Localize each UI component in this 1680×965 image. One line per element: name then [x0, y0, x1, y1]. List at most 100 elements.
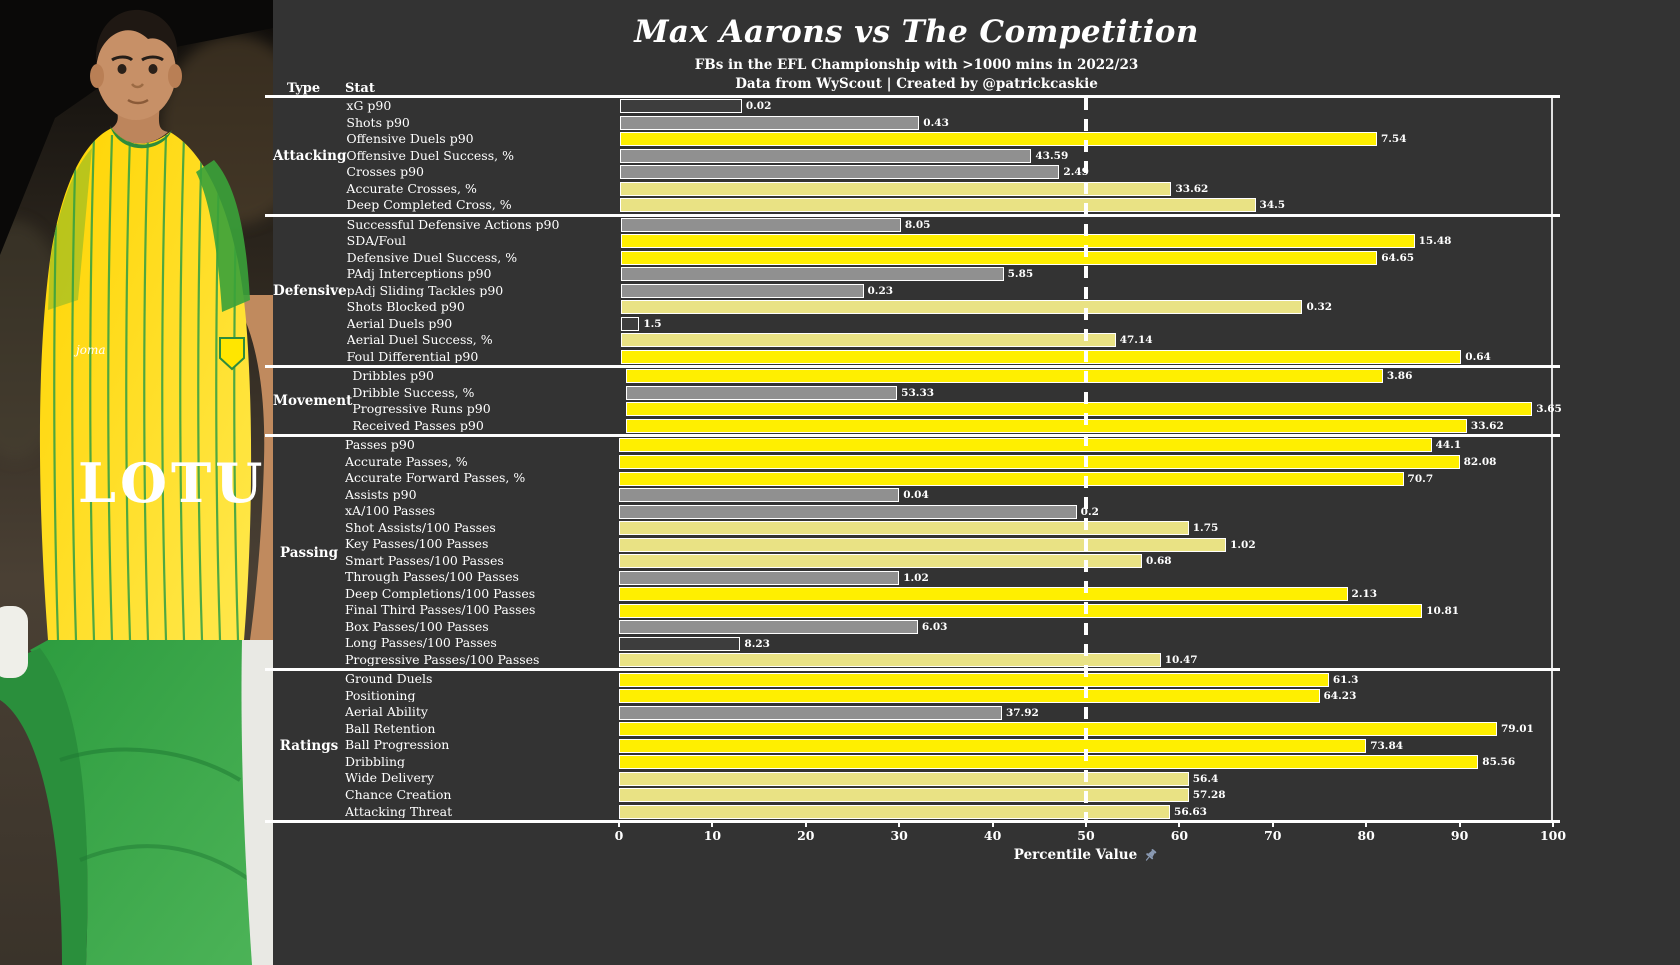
- bar-track: 0.68: [619, 553, 1553, 570]
- bar-track: 1.02: [619, 569, 1553, 586]
- percentile-bar: [620, 148, 1032, 163]
- axis-tick-label: 100: [1539, 828, 1567, 843]
- stat-row: Aerial Duel Success, % 47.14: [347, 332, 1560, 349]
- percentile-bar: [626, 369, 1383, 384]
- axis-tick-label: 90: [1450, 828, 1469, 843]
- percentile-bar: [619, 636, 741, 651]
- bar-track: 0.64: [620, 349, 1555, 366]
- axis-tick-label: 0: [614, 828, 624, 843]
- stat-row: xA/100 Passes 0.2: [345, 503, 1560, 520]
- percentile-bar: [619, 438, 1432, 453]
- stat-row: Shots Blocked p90 0.32: [347, 299, 1560, 316]
- percentile-bar: [619, 587, 1348, 602]
- stat-label: Ground Duels: [345, 673, 433, 686]
- value-label: 0.32: [1306, 301, 1333, 314]
- stat-row: Assists p90 0.04: [345, 487, 1560, 504]
- stat-row: Accurate Passes, % 82.08: [345, 454, 1560, 471]
- stat-label: Chance Creation: [345, 789, 452, 802]
- stat-row: Deep Completions/100 Passes 2.13: [345, 586, 1560, 603]
- section-divider: [265, 365, 1560, 369]
- stat-row: Final Third Passes/100 Passes 10.81: [345, 602, 1560, 619]
- axis-tick: [1271, 823, 1274, 827]
- bar-track: 0.2: [619, 503, 1553, 520]
- shorts: [30, 640, 273, 965]
- stat-row: Dribbling 85.56: [345, 754, 1560, 771]
- plot-right-border: [1551, 98, 1553, 820]
- value-label: 79.01: [1500, 723, 1534, 736]
- stat-row: Dribble Success, % 53.33: [352, 385, 1560, 402]
- stat-row: Chance Creation 57.28: [345, 787, 1560, 804]
- axis-tick-label: 20: [797, 828, 815, 843]
- section-rows: Passes p90 44.1 Accurate Passes, % 82.08 Acc…: [345, 437, 1560, 668]
- value-label: 56.4: [1192, 772, 1219, 785]
- shorts-white-panel: [241, 640, 273, 965]
- stat-label: Progressive Runs p90: [352, 403, 491, 416]
- bar-track: 33.62: [626, 418, 1560, 435]
- percentile-bar: [620, 283, 864, 298]
- bar-track: 47.14: [620, 332, 1555, 349]
- bar-track: 70.7: [619, 470, 1553, 487]
- collar: [110, 126, 172, 149]
- percentile-bar: [620, 267, 1004, 282]
- stat-label: Received Passes p90: [352, 419, 484, 433]
- chart-panel: Max Aarons vs The Competition FBs in the…: [265, 0, 1680, 965]
- percentile-bar: [620, 250, 1378, 265]
- stat-label: pAdj Sliding Tackles p90: [346, 284, 504, 298]
- stat-row: SDA/Foul 15.48: [347, 233, 1560, 250]
- stat-label: Dribbles p90: [352, 370, 435, 383]
- axis-tick-label: 70: [1264, 828, 1282, 843]
- bar-track: 73.84: [619, 737, 1553, 754]
- percentile-bar: [619, 755, 1479, 770]
- bar-track: 8.23: [619, 635, 1553, 652]
- value-label: 73.84: [1370, 739, 1404, 752]
- percentile-bar: [620, 217, 901, 232]
- value-label: 3.86: [1386, 370, 1413, 383]
- percentile-bar: [626, 418, 1467, 433]
- value-label: 70.7: [1407, 472, 1434, 485]
- axis-tick: [898, 823, 901, 827]
- section-movement: Movement Dribbles p90 3.86 Dribble Success,…: [273, 368, 1562, 435]
- value-label: 1.02: [1230, 538, 1256, 551]
- player-head: [90, 9, 182, 120]
- stat-label: Final Third Passes/100 Passes: [345, 604, 536, 617]
- value-label: 10.47: [1164, 654, 1198, 667]
- bar-track: 10.47: [619, 652, 1553, 669]
- value-label: 1.02: [903, 571, 929, 584]
- section-defensive: Defensive Successful Defensive Actions p9…: [273, 217, 1560, 366]
- value-label: 44.1: [1435, 439, 1462, 452]
- value-label: 0.43: [923, 116, 949, 129]
- stat-label: Aerial Ability: [345, 706, 428, 719]
- axis-tick: [1085, 823, 1087, 827]
- stat-label: SDA/Foul: [346, 235, 407, 248]
- stat-label: Shots p90: [346, 116, 410, 130]
- percentile-bar: [626, 402, 1533, 417]
- header-rule: [265, 95, 1560, 98]
- club-badge: [219, 337, 245, 371]
- value-label: 1.5: [643, 317, 662, 330]
- x-axis-baseline: [265, 820, 1560, 823]
- stat-label: Long Passes/100 Passes: [345, 637, 497, 650]
- axis-tick: [1178, 823, 1181, 827]
- stat-row: Smart Passes/100 Passes 0.68: [345, 553, 1560, 570]
- stat-label: Crosses p90: [346, 166, 425, 179]
- percentile-bar: [619, 653, 1161, 668]
- percentile-bar: [619, 570, 900, 585]
- x-axis-title-text: Percentile Value: [1013, 847, 1138, 863]
- bar-track: 0.43: [620, 115, 1554, 132]
- type-label: Defensive: [273, 282, 347, 299]
- percentile-bar: [619, 521, 1189, 536]
- stat-row: Progressive Passes/100 Passes 10.47: [345, 652, 1560, 669]
- value-label: 0.68: [1146, 555, 1172, 568]
- percentile-bar: [619, 722, 1497, 737]
- section-divider: [265, 668, 1560, 672]
- stat-row: Crosses p90 2.49: [346, 164, 1560, 181]
- stat-label: Smart Passes/100 Passes: [345, 554, 504, 568]
- percentile-bar: [619, 488, 900, 503]
- percentile-bar: [619, 689, 1320, 704]
- section-divider: [265, 213, 1560, 217]
- value-label: 34.5: [1259, 199, 1286, 212]
- stat-label: Key Passes/100 Passes: [345, 538, 489, 551]
- wristband: [0, 606, 28, 678]
- stat-row: Accurate Crosses, % 33.62: [346, 181, 1560, 198]
- column-header-type: Type: [287, 81, 321, 96]
